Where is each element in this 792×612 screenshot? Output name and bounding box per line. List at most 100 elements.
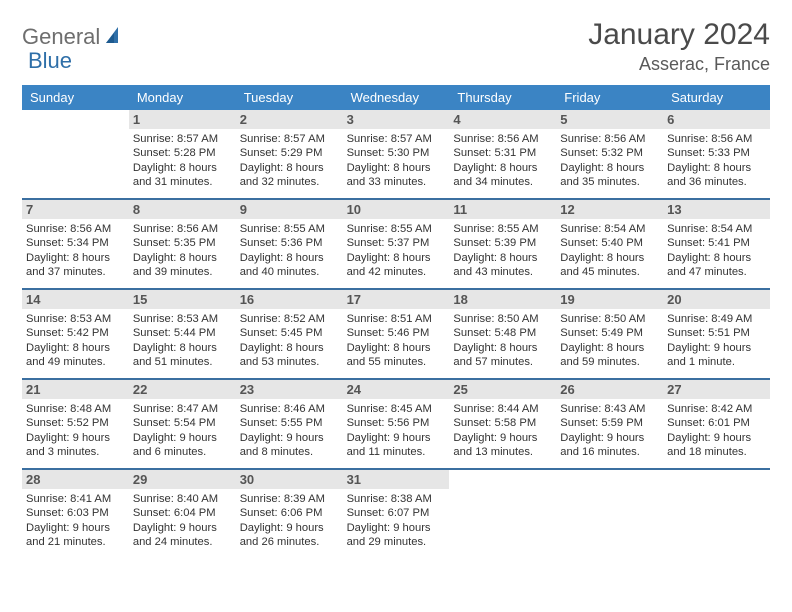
calendar-cell: 10Sunrise: 8:55 AMSunset: 5:37 PMDayligh… — [343, 200, 450, 288]
cell-sunrise: Sunrise: 8:56 AM — [667, 132, 766, 146]
calendar-cell: 19Sunrise: 8:50 AMSunset: 5:49 PMDayligh… — [556, 290, 663, 378]
cell-sunrise: Sunrise: 8:47 AM — [133, 402, 232, 416]
location: Asserac, France — [588, 54, 770, 75]
cell-sunrise: Sunrise: 8:52 AM — [240, 312, 339, 326]
cell-day2: and 24 minutes. — [133, 535, 232, 549]
calendar-cell — [556, 470, 663, 558]
cell-sunrise: Sunrise: 8:57 AM — [347, 132, 446, 146]
cell-day1: Daylight: 8 hours — [133, 161, 232, 175]
cell-day2: and 32 minutes. — [240, 175, 339, 189]
cell-day1: Daylight: 9 hours — [453, 431, 552, 445]
cell-day2: and 3 minutes. — [26, 445, 125, 459]
date-number: 9 — [236, 200, 343, 219]
cell-sunrise: Sunrise: 8:55 AM — [347, 222, 446, 236]
cell-day1: Daylight: 8 hours — [240, 251, 339, 265]
cell-sunset: Sunset: 5:40 PM — [560, 236, 659, 250]
calendar-cell: 13Sunrise: 8:54 AMSunset: 5:41 PMDayligh… — [663, 200, 770, 288]
date-number: 6 — [663, 110, 770, 129]
cell-sunset: Sunset: 5:37 PM — [347, 236, 446, 250]
date-number: 23 — [236, 380, 343, 399]
date-number: 24 — [343, 380, 450, 399]
cell-sunrise: Sunrise: 8:39 AM — [240, 492, 339, 506]
cell-day1: Daylight: 9 hours — [133, 431, 232, 445]
cell-day2: and 45 minutes. — [560, 265, 659, 279]
date-number: 29 — [129, 470, 236, 489]
date-number: 19 — [556, 290, 663, 309]
cell-day1: Daylight: 8 hours — [133, 251, 232, 265]
day-header-tue: Tuesday — [236, 85, 343, 110]
cell-sunrise: Sunrise: 8:57 AM — [240, 132, 339, 146]
month-title: January 2024 — [588, 18, 770, 52]
cell-sunset: Sunset: 5:44 PM — [133, 326, 232, 340]
cell-day1: Daylight: 9 hours — [347, 521, 446, 535]
cell-sunrise: Sunrise: 8:46 AM — [240, 402, 339, 416]
cell-day2: and 47 minutes. — [667, 265, 766, 279]
cell-sunrise: Sunrise: 8:56 AM — [26, 222, 125, 236]
calendar-cell: 28Sunrise: 8:41 AMSunset: 6:03 PMDayligh… — [22, 470, 129, 558]
cell-sunset: Sunset: 5:51 PM — [667, 326, 766, 340]
cell-sunset: Sunset: 5:41 PM — [667, 236, 766, 250]
cell-sunrise: Sunrise: 8:55 AM — [453, 222, 552, 236]
date-number: 8 — [129, 200, 236, 219]
cell-sunrise: Sunrise: 8:53 AM — [133, 312, 232, 326]
cell-day1: Daylight: 8 hours — [453, 251, 552, 265]
calendar-cell: 31Sunrise: 8:38 AMSunset: 6:07 PMDayligh… — [343, 470, 450, 558]
calendar-cell: 20Sunrise: 8:49 AMSunset: 5:51 PMDayligh… — [663, 290, 770, 378]
cell-sunrise: Sunrise: 8:56 AM — [453, 132, 552, 146]
date-number: 20 — [663, 290, 770, 309]
week-row: 7Sunrise: 8:56 AMSunset: 5:34 PMDaylight… — [22, 200, 770, 290]
cell-sunset: Sunset: 5:54 PM — [133, 416, 232, 430]
calendar-cell: 24Sunrise: 8:45 AMSunset: 5:56 PMDayligh… — [343, 380, 450, 468]
header: General January 2024 Asserac, France — [22, 18, 770, 75]
date-number: 31 — [343, 470, 450, 489]
date-number: 12 — [556, 200, 663, 219]
cell-day2: and 57 minutes. — [453, 355, 552, 369]
cell-day1: Daylight: 8 hours — [667, 251, 766, 265]
day-headers-row: Sunday Monday Tuesday Wednesday Thursday… — [22, 85, 770, 110]
cell-day1: Daylight: 9 hours — [240, 521, 339, 535]
cell-sunset: Sunset: 5:59 PM — [560, 416, 659, 430]
calendar-cell — [22, 110, 129, 198]
cell-sunset: Sunset: 5:33 PM — [667, 146, 766, 160]
logo-sail-icon — [104, 25, 124, 50]
cell-sunset: Sunset: 5:39 PM — [453, 236, 552, 250]
calendar-cell: 11Sunrise: 8:55 AMSunset: 5:39 PMDayligh… — [449, 200, 556, 288]
cell-sunrise: Sunrise: 8:45 AM — [347, 402, 446, 416]
cell-day2: and 59 minutes. — [560, 355, 659, 369]
date-number: 2 — [236, 110, 343, 129]
week-row: 14Sunrise: 8:53 AMSunset: 5:42 PMDayligh… — [22, 290, 770, 380]
cell-day1: Daylight: 8 hours — [667, 161, 766, 175]
cell-day2: and 6 minutes. — [133, 445, 232, 459]
cell-sunrise: Sunrise: 8:40 AM — [133, 492, 232, 506]
weeks-container: 1Sunrise: 8:57 AMSunset: 5:28 PMDaylight… — [22, 110, 770, 558]
date-number: 13 — [663, 200, 770, 219]
date-number — [556, 470, 663, 489]
cell-day1: Daylight: 9 hours — [560, 431, 659, 445]
cell-day1: Daylight: 9 hours — [667, 431, 766, 445]
cell-day1: Daylight: 8 hours — [26, 251, 125, 265]
cell-day1: Daylight: 8 hours — [560, 161, 659, 175]
cell-day2: and 40 minutes. — [240, 265, 339, 279]
cell-sunrise: Sunrise: 8:44 AM — [453, 402, 552, 416]
calendar-cell: 1Sunrise: 8:57 AMSunset: 5:28 PMDaylight… — [129, 110, 236, 198]
cell-sunset: Sunset: 5:45 PM — [240, 326, 339, 340]
calendar-cell: 17Sunrise: 8:51 AMSunset: 5:46 PMDayligh… — [343, 290, 450, 378]
calendar-cell: 26Sunrise: 8:43 AMSunset: 5:59 PMDayligh… — [556, 380, 663, 468]
cell-day2: and 42 minutes. — [347, 265, 446, 279]
cell-day2: and 39 minutes. — [133, 265, 232, 279]
cell-sunset: Sunset: 5:58 PM — [453, 416, 552, 430]
calendar-cell: 15Sunrise: 8:53 AMSunset: 5:44 PMDayligh… — [129, 290, 236, 378]
cell-sunrise: Sunrise: 8:50 AM — [453, 312, 552, 326]
day-header-fri: Friday — [556, 85, 663, 110]
cell-day2: and 33 minutes. — [347, 175, 446, 189]
logo-text-blue: Blue — [28, 48, 72, 73]
date-number: 28 — [22, 470, 129, 489]
cell-day1: Daylight: 8 hours — [560, 341, 659, 355]
week-row: 1Sunrise: 8:57 AMSunset: 5:28 PMDaylight… — [22, 110, 770, 200]
calendar-cell: 21Sunrise: 8:48 AMSunset: 5:52 PMDayligh… — [22, 380, 129, 468]
cell-sunrise: Sunrise: 8:50 AM — [560, 312, 659, 326]
cell-day2: and 53 minutes. — [240, 355, 339, 369]
date-number: 14 — [22, 290, 129, 309]
cell-day1: Daylight: 8 hours — [347, 341, 446, 355]
cell-sunrise: Sunrise: 8:48 AM — [26, 402, 125, 416]
